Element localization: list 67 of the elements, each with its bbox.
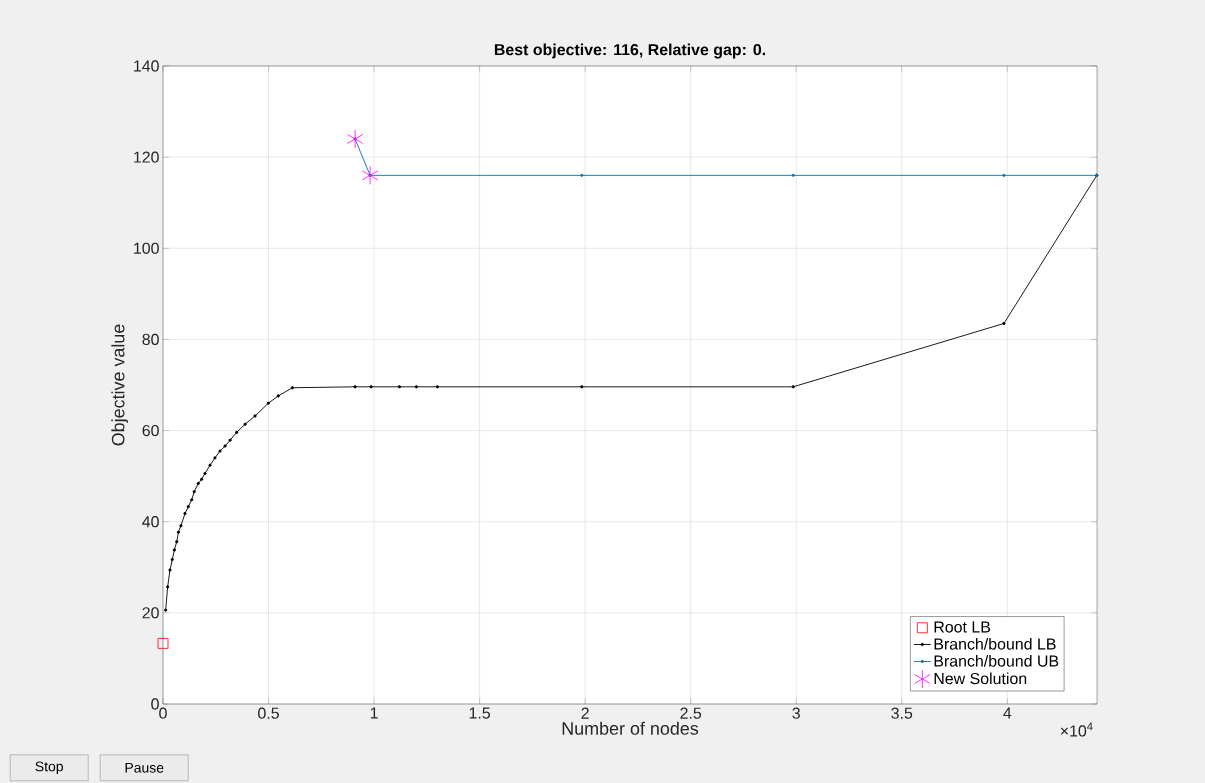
point (157, 637, 169, 649)
x-tick-label: 1 (370, 707, 378, 719)
x-axis-title: Number of nodes (562, 721, 699, 735)
text: Stop (35, 761, 63, 775)
point (166, 585, 170, 589)
point (369, 385, 373, 389)
x-tick-label: 0.5 (258, 707, 279, 719)
x-tick-label: 2 (581, 707, 589, 719)
point (168, 568, 172, 572)
y-tick-label: 0 (151, 698, 159, 710)
point (170, 557, 174, 562)
point (414, 385, 418, 389)
point (190, 498, 194, 502)
point (1002, 321, 1006, 326)
text: ×10$^{4}$ (1060, 722, 1093, 737)
legend-label: Branch/bound UB (934, 655, 1059, 667)
point (203, 471, 207, 476)
y-tick-label: 80 (142, 333, 159, 346)
point (223, 444, 227, 448)
point (791, 173, 795, 177)
y-tick-label: 60 (142, 424, 159, 437)
point (346, 129, 364, 149)
point (243, 422, 247, 426)
y-tick-label: 20 (142, 607, 159, 619)
legend-label: Branch/bound LB (934, 637, 1056, 650)
y-tick-label: 140 (134, 60, 159, 72)
y-axis-title: Objective value (111, 324, 129, 446)
x-tick-label: 4 (1003, 707, 1012, 719)
point (164, 608, 168, 612)
chart-title: Best objective: 116, Relative gap: 0. (494, 43, 766, 59)
point (580, 173, 584, 177)
point (208, 463, 212, 467)
point (1002, 173, 1006, 177)
point (253, 414, 257, 418)
x-tick-label: 3.5 (891, 707, 913, 719)
point (580, 385, 584, 389)
point (179, 524, 183, 528)
legend-label: New Solution (934, 672, 1027, 685)
point (235, 430, 239, 434)
text: Pause (125, 762, 164, 773)
y-tick-label: 100 (134, 242, 159, 254)
point (175, 540, 179, 544)
point (192, 490, 196, 494)
point (183, 511, 187, 516)
point (196, 481, 200, 486)
point (186, 505, 190, 509)
y-tick-label: 40 (142, 516, 159, 528)
point (361, 165, 379, 185)
x-tick-label: 2.5 (680, 707, 702, 719)
point (276, 394, 280, 398)
point (435, 385, 439, 389)
x-tick-label: 0 (159, 707, 167, 719)
point (290, 386, 294, 390)
point (213, 456, 217, 460)
point (397, 385, 402, 389)
point (791, 385, 795, 389)
point (228, 438, 232, 442)
y-tick-label: 120 (134, 151, 159, 163)
point (172, 548, 176, 552)
point (266, 401, 270, 405)
legend-label: Root LB (934, 621, 991, 633)
x-tick-label: 3 (792, 707, 800, 719)
point (200, 477, 204, 481)
x-tick-label: 1.5 (469, 707, 491, 719)
point (353, 385, 357, 389)
point (218, 449, 222, 453)
point (176, 530, 181, 534)
